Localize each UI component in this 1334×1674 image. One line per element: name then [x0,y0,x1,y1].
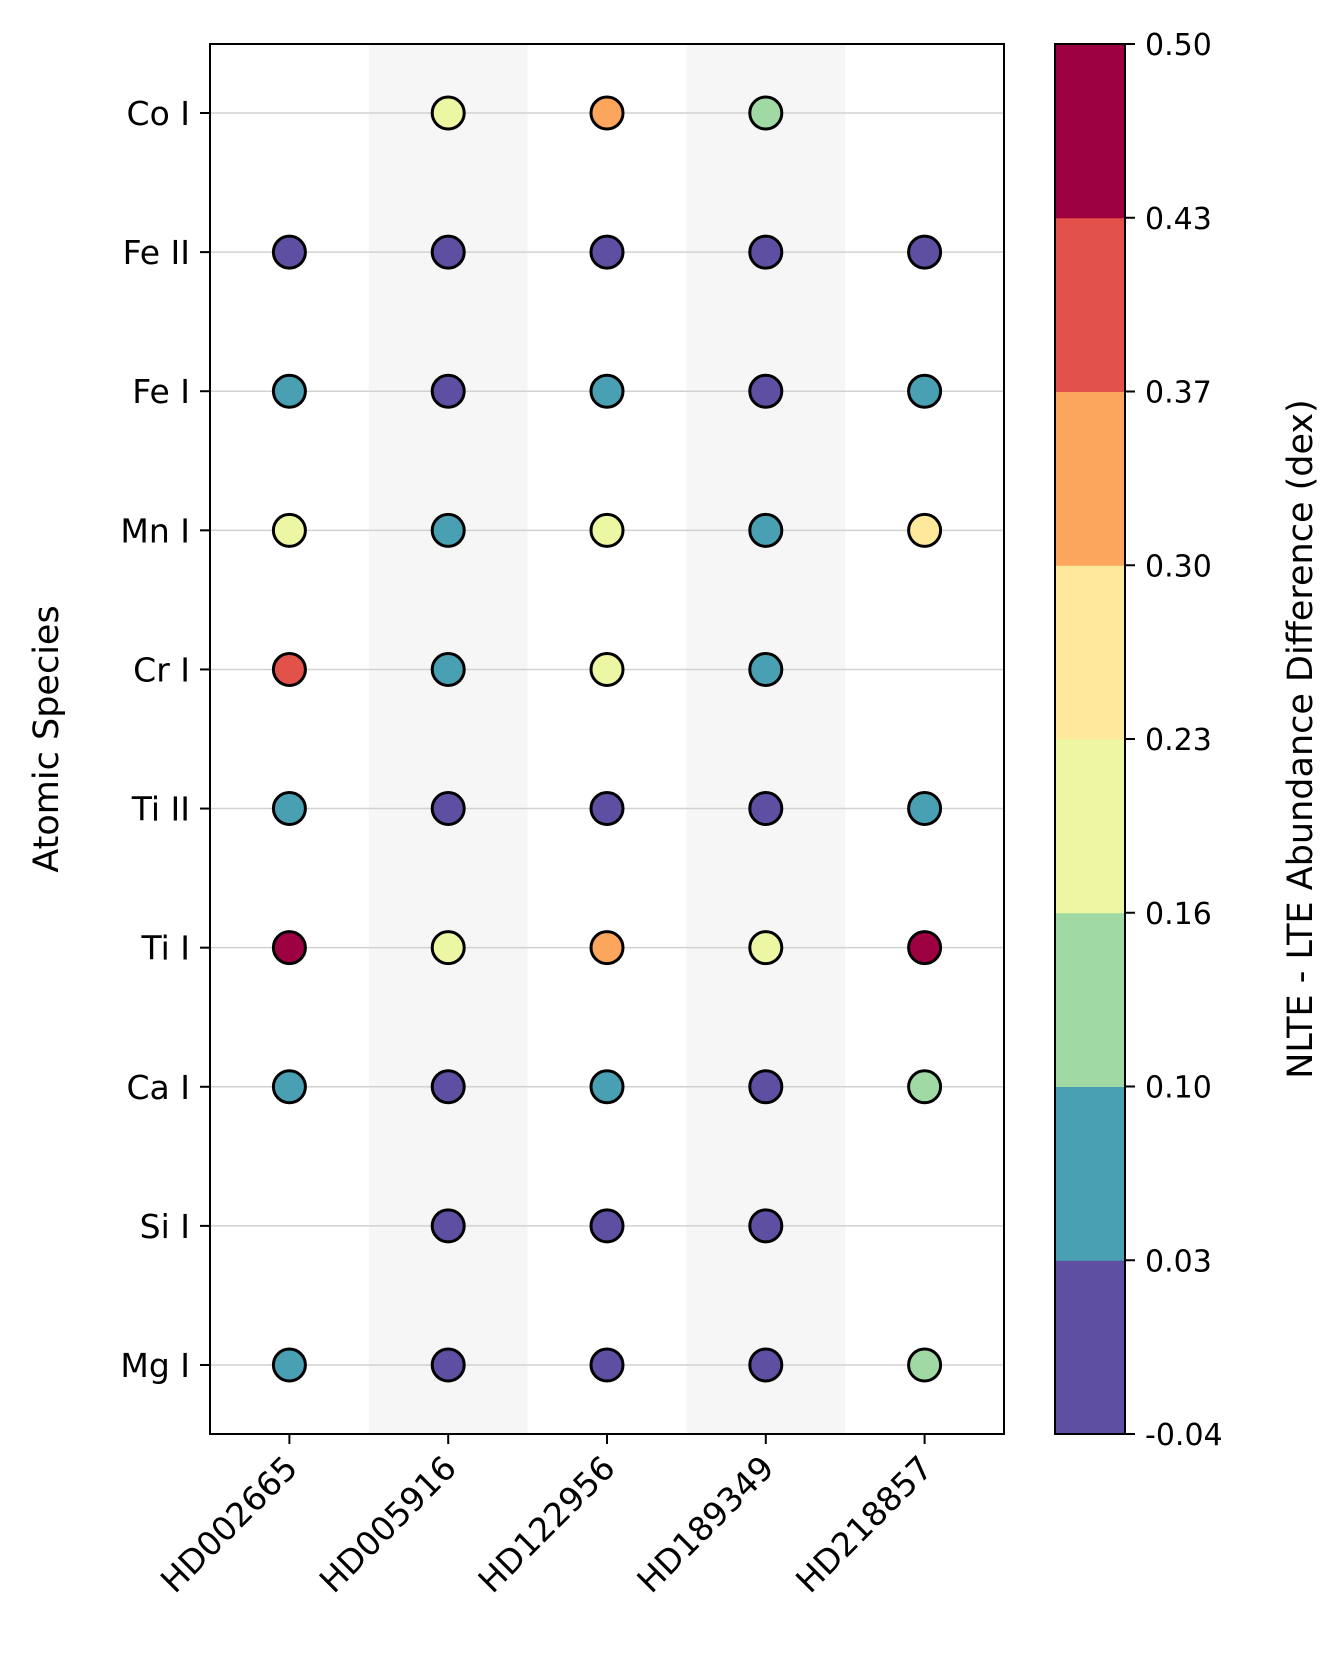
data-point [907,234,943,270]
y-axis: Mg I Si I Ca I Ti I Ti II Cr I Mn I Fe I Fe II Co… [120,94,210,1385]
column-band [686,44,846,1434]
colorbar-tick-label: 0.10 [1145,1071,1212,1106]
y-tick-label: Ti II [131,790,190,829]
data-point [748,512,784,548]
data-point [589,95,625,131]
x-tick-label: HD122956 [470,1448,622,1600]
x-tick-label: HD002665 [153,1448,305,1600]
y-tick-label: Fe I [132,372,190,411]
colorbar-segment [1055,44,1125,219]
data-point [271,234,307,270]
data-point [748,1347,784,1383]
x-tick-label: HD005916 [312,1448,464,1600]
data-point [907,791,943,827]
data-point [748,1208,784,1244]
y-tick-label: Ca I [127,1068,191,1107]
data-point [430,651,466,687]
colorbar-segment [1055,391,1125,566]
data-point [430,791,466,827]
colorbar-segment [1055,1260,1125,1435]
y-tick-label: Mn I [120,511,190,550]
colorbar-tick-label: 0.50 [1145,28,1212,63]
data-point [589,651,625,687]
colorbar-tick-label: 0.43 [1145,202,1212,237]
y-tick-label: Cr I [133,650,190,689]
colorbar-tick-label: -0.04 [1145,1418,1223,1453]
data-point [589,791,625,827]
y-tick-label: Co I [127,94,190,133]
data-point [748,930,784,966]
data-point [907,512,943,548]
colorbar-tick-label: 0.37 [1145,376,1212,411]
x-tick-label: HD189349 [629,1448,781,1600]
colorbar: -0.04 0.03 0.10 0.16 0.23 0.30 0.37 0.43 0.50 [1054,28,1223,1453]
data-point [430,234,466,270]
x-axis: HD002665 HD005916 HD122956 HD189349 HD218857 [153,1434,940,1600]
data-point [271,1069,307,1105]
data-point [271,512,307,548]
data-point [589,1069,625,1105]
data-points [271,95,943,1383]
column-bands [368,44,846,1434]
x-tick-label: HD218857 [788,1448,940,1600]
colorbar-segment [1055,565,1125,740]
data-point [748,791,784,827]
y-tick-label: Fe II [123,233,190,272]
data-point [430,1208,466,1244]
colorbar-segment [1055,217,1125,392]
data-point [430,1347,466,1383]
column-band [368,44,528,1434]
data-point [748,234,784,270]
data-point [748,651,784,687]
data-point [271,791,307,827]
y-tick-label: Ti I [140,929,190,968]
y-axis-title: Atomic Species [27,605,67,872]
data-point [907,1347,943,1383]
data-point [589,234,625,270]
data-point [589,1208,625,1244]
data-point [589,373,625,409]
colorbar-title: NLTE - LTE Abundance Difference (dex) [1281,399,1321,1079]
colorbar-tick-label: 0.30 [1145,549,1212,584]
colorbar-segment [1055,912,1125,1087]
data-point [907,1069,943,1105]
data-point [271,651,307,687]
grid-lines [210,112,1004,1366]
data-point [748,1069,784,1105]
data-point [430,95,466,131]
data-point [271,1347,307,1383]
data-point [907,373,943,409]
data-point [589,512,625,548]
data-point [589,1347,625,1383]
data-point [589,930,625,966]
colorbar-segment [1055,739,1125,914]
data-point [748,95,784,131]
y-tick-label: Mg I [120,1346,190,1385]
colorbar-segment [1055,1086,1125,1261]
data-point [430,1069,466,1105]
data-point [748,373,784,409]
data-point [271,373,307,409]
data-point [907,930,943,966]
data-point [271,930,307,966]
data-point [430,373,466,409]
data-point [430,512,466,548]
y-tick-label: Si I [140,1207,190,1246]
colorbar-tick-label: 0.03 [1145,1244,1212,1279]
colorbar-tick-label: 0.23 [1145,723,1212,758]
colorbar-tick-label: 0.16 [1145,897,1212,932]
data-point [430,930,466,966]
